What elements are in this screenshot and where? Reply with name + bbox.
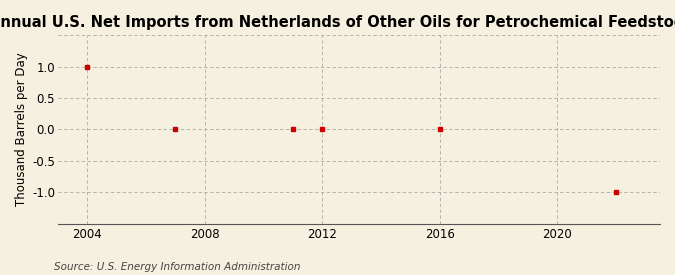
Y-axis label: Thousand Barrels per Day: Thousand Barrels per Day	[15, 53, 28, 206]
Text: Source: U.S. Energy Information Administration: Source: U.S. Energy Information Administ…	[54, 262, 300, 272]
Title: Annual U.S. Net Imports from Netherlands of Other Oils for Petrochemical Feedsto: Annual U.S. Net Imports from Netherlands…	[0, 15, 675, 30]
